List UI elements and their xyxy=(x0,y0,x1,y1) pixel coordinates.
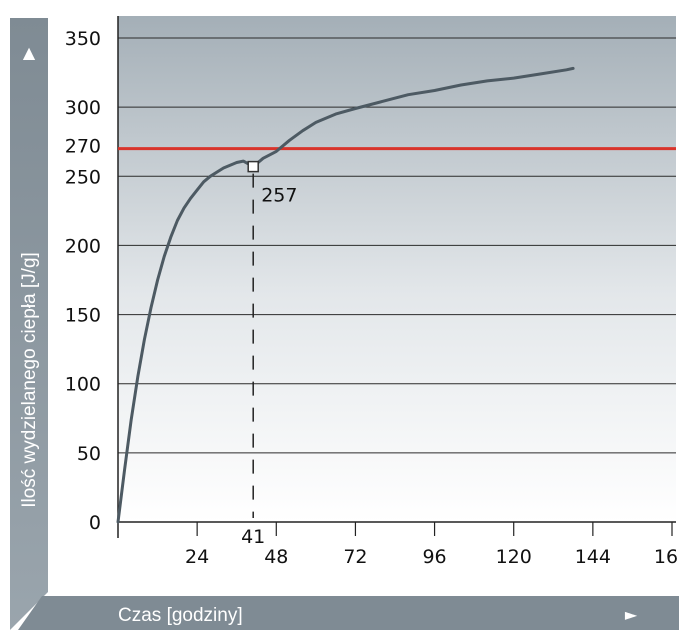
y-tick-label-200: 200 xyxy=(65,235,101,257)
x-tick-label-41: 41 xyxy=(241,526,265,548)
y-tick-label-350: 350 xyxy=(65,28,101,50)
y-tick-label-300: 300 xyxy=(65,97,101,119)
marker-point xyxy=(247,160,259,173)
x-axis-label: Czas [godziny] xyxy=(118,605,243,626)
y-axis-band xyxy=(10,18,48,630)
x-tick-label-120: 120 xyxy=(496,546,532,568)
y-tick-label-100: 100 xyxy=(65,374,101,396)
y-tick-label-250: 250 xyxy=(65,166,101,188)
marker-group: 257 xyxy=(247,160,297,518)
x-tick-labels: 24 48 72 96 120 144 168 41 xyxy=(185,526,679,568)
x-axis-band xyxy=(18,596,679,630)
y-tick-label-0: 0 xyxy=(89,512,101,534)
x-tick-label-48: 48 xyxy=(264,546,288,568)
plot-area xyxy=(118,16,676,522)
x-axis-arrow-icon: ► xyxy=(625,605,638,624)
y-tick-labels: 0 50 100 150 200 250 300 350 270 xyxy=(65,28,101,534)
x-tick-label-96: 96 xyxy=(422,546,446,568)
y-tick-label-270: 270 xyxy=(65,136,101,158)
marker-label: 257 xyxy=(261,185,297,207)
y-axis-arrow-icon: ▲ xyxy=(23,43,36,62)
x-tick-label-72: 72 xyxy=(343,546,367,568)
axes xyxy=(117,16,676,538)
grid-lines xyxy=(118,37,676,454)
y-tick-label-50: 50 xyxy=(77,443,101,465)
series-line-0 xyxy=(116,66,575,524)
y-axis-label: Ilość wydzielanego ciepła [J/g] xyxy=(19,252,40,508)
x-tick-label-144: 144 xyxy=(575,546,611,568)
y-tick-label-150: 150 xyxy=(65,305,101,327)
series-group xyxy=(116,66,575,524)
x-tick-label-24: 24 xyxy=(185,546,209,568)
x-tick-label-168: 168 xyxy=(654,546,679,568)
